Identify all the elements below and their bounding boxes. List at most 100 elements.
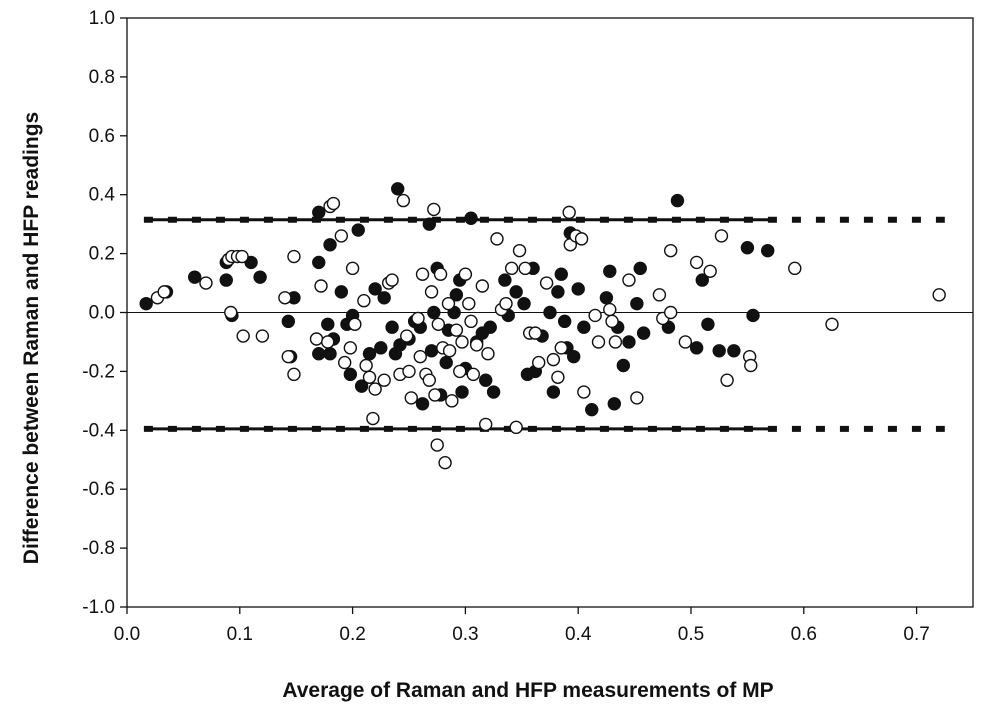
filled-data-point — [281, 314, 296, 329]
filled-data-point — [603, 264, 617, 278]
y-tick-label: -0.6 — [82, 479, 115, 500]
open-data-point — [932, 288, 946, 302]
filled-data-point — [585, 402, 599, 417]
open-data-point — [396, 193, 411, 208]
open-data-point — [475, 279, 490, 293]
filled-data-point — [391, 182, 405, 196]
filled-data-point — [761, 243, 775, 258]
x-tick-label: 0.3 — [452, 624, 478, 645]
open-data-point — [603, 302, 617, 317]
open-data-point — [630, 391, 644, 405]
x-tick-label: 0.0 — [114, 624, 140, 645]
filled-data-point — [415, 397, 430, 411]
x-axis-title: Average of Raman and HFP measurements of… — [282, 679, 773, 702]
open-data-point — [368, 382, 382, 396]
filled-data-point — [424, 344, 439, 358]
filled-data-point — [577, 320, 591, 334]
open-data-point — [287, 367, 301, 382]
filled-data-point — [449, 288, 464, 302]
open-data-point — [255, 329, 270, 343]
filled-data-point — [566, 349, 581, 364]
y-tick-label: 0.4 — [89, 185, 116, 206]
open-data-point — [518, 261, 532, 276]
filled-data-point — [422, 217, 437, 231]
open-data-point — [574, 232, 589, 246]
filled-data-point — [712, 344, 726, 358]
filled-data-point — [427, 305, 441, 320]
open-data-point — [605, 314, 619, 329]
filled-data-point — [509, 285, 523, 299]
y-tick-label: -0.8 — [82, 538, 115, 559]
open-data-point — [509, 420, 523, 435]
filled-data-point — [498, 273, 512, 287]
open-data-point — [532, 355, 546, 370]
open-data-point — [427, 202, 441, 217]
open-data-point — [490, 232, 504, 246]
open-data-point — [309, 332, 324, 346]
open-data-point — [422, 373, 437, 387]
open-data-point — [481, 347, 495, 361]
filled-data-point — [253, 270, 267, 284]
open-data-point — [652, 288, 667, 302]
filled-data-point — [187, 270, 202, 284]
y-tick-label: -1.0 — [82, 597, 115, 618]
filled-data-point — [630, 296, 644, 311]
open-data-point — [499, 296, 513, 311]
open-data-point — [428, 388, 442, 402]
filled-data-point — [551, 285, 565, 299]
open-data-point — [455, 335, 469, 349]
open-data-point — [442, 344, 457, 358]
open-data-point — [554, 341, 568, 355]
open-data-point — [504, 261, 519, 276]
open-data-point — [431, 317, 446, 331]
filled-data-point — [701, 317, 715, 331]
filled-data-point — [368, 282, 382, 296]
open-data-point — [445, 394, 459, 408]
filled-data-point — [746, 308, 760, 323]
open-data-point — [424, 285, 439, 299]
filled-data-point — [740, 241, 755, 255]
open-data-point — [366, 411, 380, 426]
filled-data-point — [343, 367, 358, 382]
open-data-point — [433, 267, 448, 281]
filled-data-point — [312, 255, 326, 270]
open-data-point — [377, 373, 391, 387]
filled-data-point — [385, 320, 399, 334]
open-data-point — [362, 370, 377, 384]
open-data-point — [385, 273, 399, 287]
filled-data-point — [727, 344, 741, 358]
open-data-point — [744, 358, 758, 373]
open-data-point — [720, 373, 734, 387]
open-data-point — [157, 285, 171, 299]
open-data-point — [345, 261, 360, 276]
open-data-point — [281, 349, 296, 364]
filled-data-point — [599, 291, 614, 305]
open-data-point — [199, 276, 213, 290]
open-data-point — [404, 391, 418, 405]
filled-data-point — [607, 397, 621, 411]
open-data-point — [411, 311, 425, 326]
filled-data-point — [479, 373, 493, 387]
filled-data-point — [571, 282, 585, 296]
open-data-point — [235, 249, 249, 264]
filled-data-point — [312, 347, 326, 361]
filled-data-point — [689, 341, 704, 355]
filled-data-point — [695, 273, 709, 287]
open-data-point — [321, 335, 335, 349]
filled-data-point — [312, 205, 326, 220]
open-data-point — [348, 317, 362, 331]
open-data-point — [278, 291, 292, 305]
filled-data-point — [374, 341, 388, 355]
y-tick-label: 0.8 — [89, 67, 115, 88]
filled-data-point — [486, 385, 501, 399]
open-data-point — [326, 196, 341, 211]
x-tick-label: 0.1 — [227, 624, 253, 645]
open-data-point — [469, 338, 484, 352]
open-data-point — [479, 417, 493, 432]
open-data-point — [591, 335, 606, 349]
filled-data-point — [616, 358, 631, 373]
open-data-point — [338, 355, 352, 370]
open-data-point — [441, 296, 456, 311]
filled-data-point — [377, 291, 391, 305]
